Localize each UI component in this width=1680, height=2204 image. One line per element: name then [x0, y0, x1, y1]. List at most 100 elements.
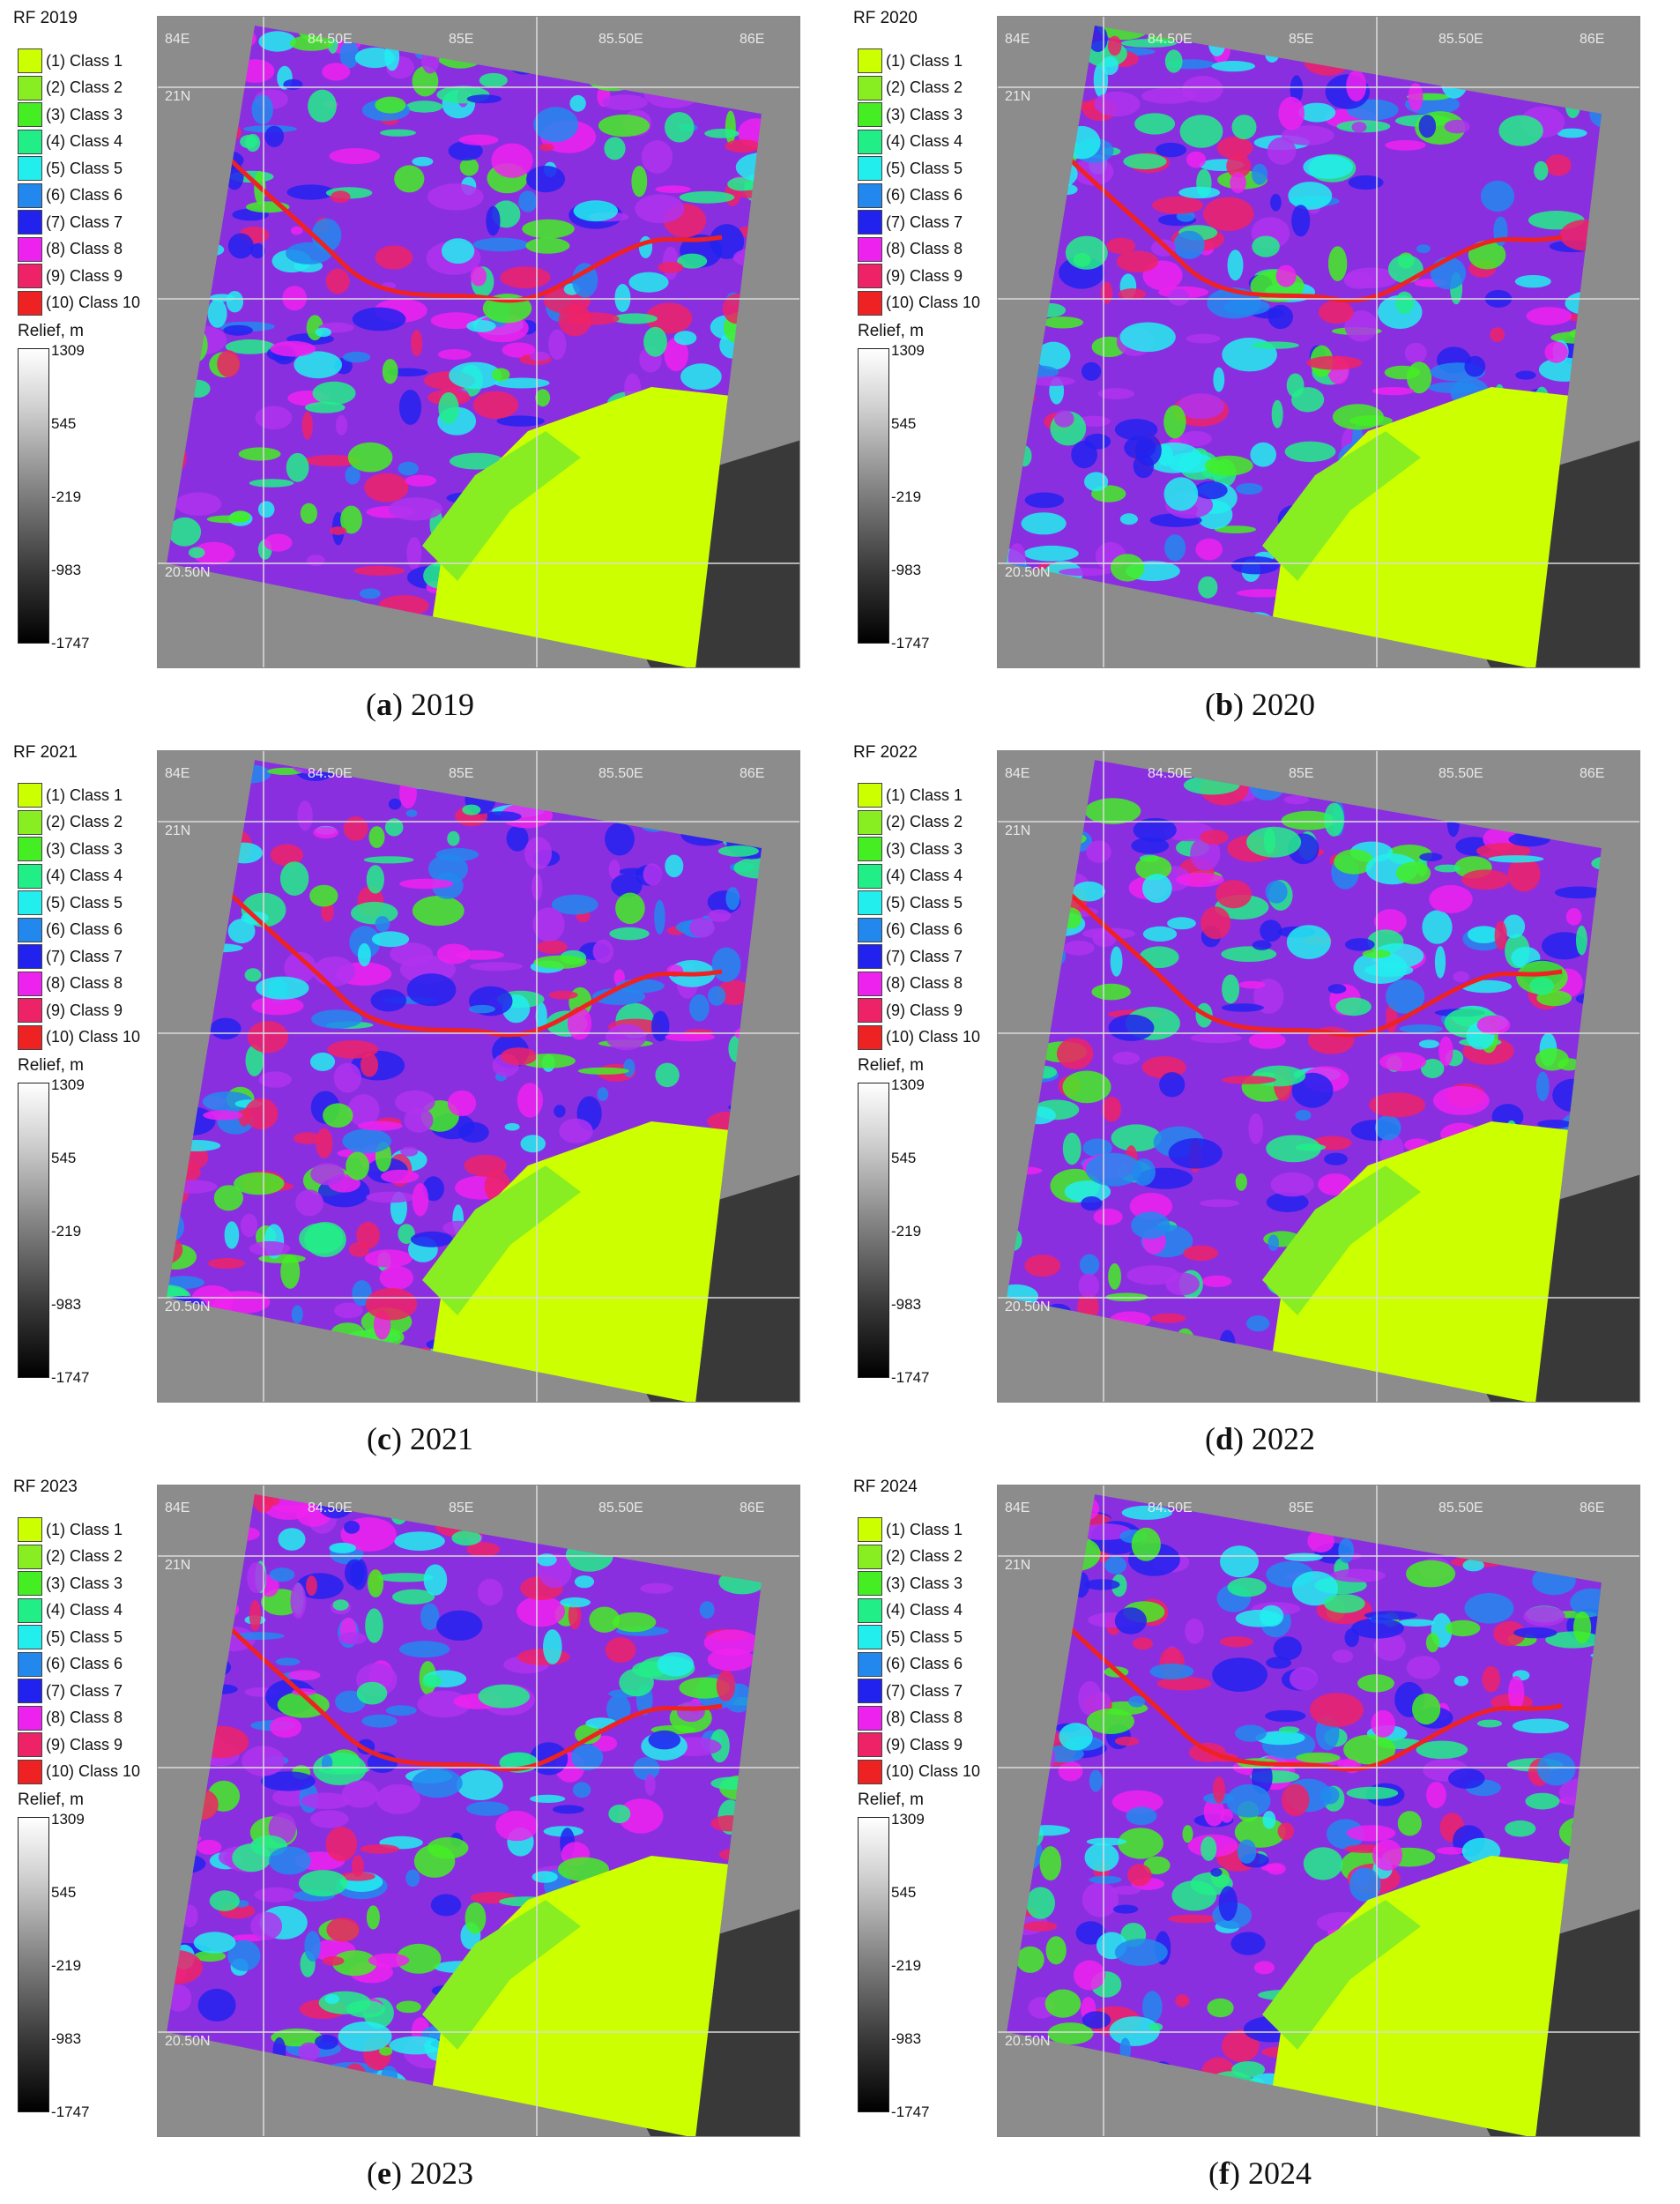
coordinate-label: 20.50N: [165, 565, 211, 580]
coordinate-label: 20.50N: [165, 1299, 211, 1314]
relief-tick-label: 545: [891, 415, 917, 432]
coordinate-label: 21N: [1005, 89, 1030, 104]
legend-label: (1) Class 1: [886, 51, 963, 70]
legend-item: (8) Class 8: [858, 971, 980, 998]
relief-tick-label: 1309: [891, 1811, 925, 1828]
legend-label: (2) Class 2: [46, 78, 123, 97]
legend-label: (5) Class 5: [886, 893, 963, 912]
legend-label: (8) Class 8: [886, 974, 963, 993]
panel-title: RF 2019: [13, 9, 78, 27]
legend-item: (3) Class 3: [18, 1570, 140, 1597]
coordinate-label: 86E: [740, 766, 764, 781]
relief-colorbar: [858, 1817, 889, 2112]
legend-item: (4) Class 4: [18, 1597, 140, 1625]
coordinate-label: 84E: [165, 32, 190, 47]
legend-label: (9) Class 9: [46, 1001, 123, 1019]
legend-label: (3) Class 3: [46, 1574, 123, 1592]
legend-label: (1) Class 1: [46, 51, 123, 70]
legend-label: (2) Class 2: [886, 813, 963, 831]
caption-letter: a: [376, 687, 392, 722]
panel-title: RF 2020: [853, 9, 918, 27]
relief-colorbar: [18, 1083, 49, 1378]
coordinate-label: 20.50N: [1005, 1299, 1051, 1314]
panel-caption: (a) 2019: [366, 687, 474, 722]
legend-label: (3) Class 3: [886, 1574, 963, 1592]
relief-tick-label: 1309: [51, 1811, 85, 1828]
legend-item: (9) Class 9: [858, 263, 980, 290]
relief-tick-label: -1747: [51, 1369, 90, 1386]
legend-swatch: [858, 998, 882, 1024]
relief-tick-label: 545: [51, 1150, 77, 1166]
legend-swatch: [18, 1571, 42, 1597]
relief-tick-label: -219: [891, 488, 922, 505]
legend-item: (8) Class 8: [858, 236, 980, 264]
legend-label: (4) Class 4: [886, 1601, 963, 1619]
legend-swatch: [18, 809, 42, 835]
class-legend: (1) Class 1 (2) Class 2 (3) Class 3 (4) Cla…: [18, 48, 140, 316]
legend-label: (6) Class 6: [46, 920, 123, 939]
relief-tick-label: -219: [891, 1223, 922, 1240]
legend-swatch: [858, 210, 882, 235]
legend-swatch: [18, 863, 42, 889]
coordinate-label: 84E: [165, 1500, 190, 1515]
legend-label: (10) Class 10: [46, 294, 141, 312]
caption-year: 2021: [409, 1421, 473, 1456]
coordinate-label: 85E: [1289, 1500, 1313, 1515]
relief-tick-label: -1747: [51, 2103, 90, 2120]
classified-scene: [167, 760, 762, 1402]
legend-item: (7) Class 7: [18, 943, 140, 971]
legend-swatch: [858, 156, 882, 182]
classification-map: 84E 84.50E 85E 85.50E 86E 21N 20.50N: [997, 1485, 1640, 2137]
coordinate-label: 86E: [1580, 1500, 1604, 1515]
coordinate-label: 85.50E: [1438, 1500, 1483, 1515]
panel-title: RF 2024: [853, 1478, 918, 1496]
legend-item: (1) Class 1: [18, 782, 140, 809]
legend-swatch: [18, 182, 42, 208]
coordinate-label: 84.50E: [1148, 32, 1193, 47]
legend-swatch: [18, 837, 42, 862]
legend-label: (3) Class 3: [46, 839, 123, 858]
coordinate-label: 86E: [1580, 32, 1604, 47]
classified-scene: [1007, 760, 1602, 1402]
map-panel-d: RF 2022 (1) Class 1 (2) Class 2 (3) Class 3…: [840, 734, 1680, 1469]
legend-swatch: [858, 1651, 882, 1677]
relief-colorbar: [18, 1817, 49, 2112]
relief-tick-label: -219: [51, 488, 82, 505]
legend-swatch: [858, 890, 882, 916]
legend-swatch: [18, 1024, 42, 1050]
legend-label: (8) Class 8: [886, 1709, 963, 1727]
legend-label: (1) Class 1: [46, 1520, 123, 1538]
legend-swatch: [858, 1732, 882, 1758]
legend-swatch: [858, 236, 882, 262]
relief-title: Relief, m: [18, 1056, 84, 1075]
legend-swatch: [858, 837, 882, 862]
legend-swatch: [18, 264, 42, 289]
relief-tick-label: -219: [51, 1957, 82, 1974]
legend-item: (2) Class 2: [18, 1544, 140, 1571]
legend-label: (6) Class 6: [46, 186, 123, 205]
relief-tick-label: 1309: [891, 342, 925, 359]
relief-tick-label: -983: [51, 562, 82, 578]
legend-label: (2) Class 2: [886, 78, 963, 97]
legend-label: (4) Class 4: [46, 132, 123, 151]
classified-scene: [1007, 26, 1602, 667]
relief-colorbar: [18, 348, 49, 644]
legend-label: (7) Class 7: [886, 947, 963, 965]
relief-title: Relief, m: [18, 1791, 84, 1809]
legend-swatch: [858, 971, 882, 996]
legend-item: (4) Class 4: [858, 129, 980, 156]
legend-swatch: [18, 102, 42, 128]
relief-title: Relief, m: [858, 1791, 924, 1809]
legend-item: (5) Class 5: [18, 155, 140, 182]
legend-label: (9) Class 9: [886, 1001, 963, 1019]
relief-tick-label: -219: [51, 1223, 82, 1240]
caption-year: 2023: [409, 2156, 473, 2191]
legend-label: (3) Class 3: [886, 839, 963, 858]
class-legend: (1) Class 1 (2) Class 2 (3) Class 3 (4) Cla…: [858, 48, 980, 316]
legend-label: (2) Class 2: [46, 1547, 123, 1566]
legend-item: (6) Class 6: [858, 917, 980, 944]
relief-tick-label: -983: [51, 1296, 82, 1313]
legend-item: (9) Class 9: [858, 1731, 980, 1759]
legend-swatch: [18, 1705, 42, 1731]
caption-letter: f: [1219, 2156, 1230, 2191]
